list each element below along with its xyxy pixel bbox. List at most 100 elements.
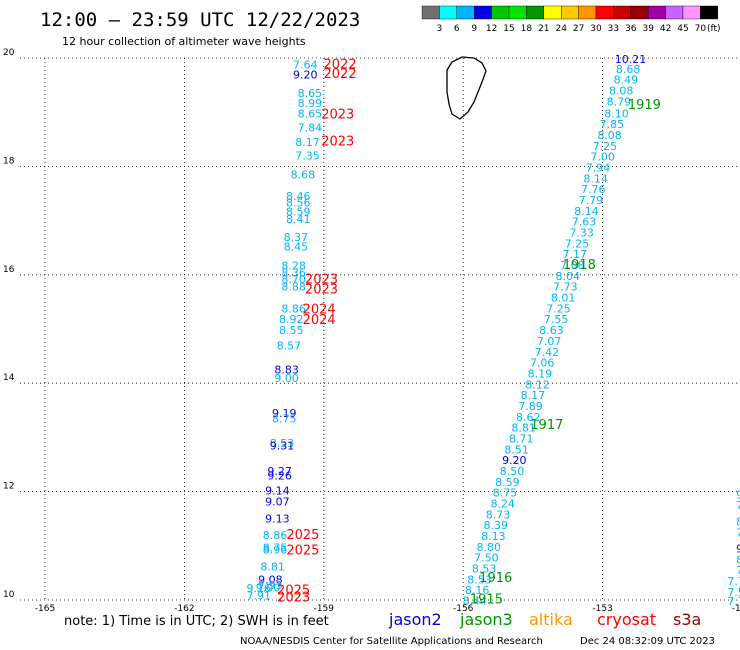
colorbar-legend: 3 6 9 12 15 18 21 24 27 30 33 36 39 42 45 70 xyxy=(421,5,719,34)
colorbar-swatch xyxy=(648,5,666,20)
wave-height-label: 8.86 xyxy=(263,529,288,542)
wave-height-label: 8.28 xyxy=(281,260,306,273)
wave-height-label: 8.19 xyxy=(528,367,553,380)
wave-height-label: 8.17 xyxy=(521,389,546,402)
satellite-legend-entry: jason2 xyxy=(388,610,442,629)
colorbar-tick-label: 45 xyxy=(677,24,688,34)
wave-height-label: 8 xyxy=(736,553,740,566)
wave-height-label: 8.13 xyxy=(481,530,506,543)
pass-time-labels: 2022202220232023202320232024202420252025… xyxy=(277,57,661,607)
hawaii-island-outline xyxy=(446,56,487,120)
wave-height-label: 9.00 xyxy=(256,582,281,595)
wave-height-label: 8.37 xyxy=(284,231,309,244)
wave-height-label: 7 xyxy=(736,564,740,577)
wave-height-label: 7.33 xyxy=(569,227,594,240)
colorbar-swatch xyxy=(526,5,545,20)
colorbar-tick-label: 6 xyxy=(454,24,460,34)
colorbar-tick-label: 12 xyxy=(486,24,497,34)
wave-height-label: 8.39 xyxy=(483,519,508,532)
wave-height-label: 7.77 xyxy=(727,575,740,588)
wave-height-label: 7.63 xyxy=(572,216,597,229)
wave-height-label: 8.65 xyxy=(298,107,323,120)
plot-grid xyxy=(20,57,740,601)
wave-height-label: 9.31 xyxy=(270,440,295,453)
wave-height-label: 7 xyxy=(736,499,740,512)
pass-time-label: 2023 xyxy=(305,282,338,297)
wave-height-label: 7.85 xyxy=(600,118,625,131)
wave-height-label: 9.08 xyxy=(258,573,283,586)
wave-height-label: 9.00 xyxy=(274,372,299,385)
wave-height-label: 7.55 xyxy=(544,313,569,326)
wave-height-label: 8.08 xyxy=(609,85,634,98)
wave-height-label: 8.50 xyxy=(500,465,525,478)
colorbar-swatch xyxy=(682,5,701,20)
colorbar-swatch xyxy=(508,5,527,20)
wave-height-label: 7 xyxy=(736,526,740,539)
pass-time-label: 1916 xyxy=(479,571,512,586)
wave-height-label: 8.14 xyxy=(574,205,599,218)
wave-height-label: 8.81 xyxy=(260,560,285,573)
wave-height-label: 9.19 xyxy=(272,407,297,420)
y-tick-label: 14 xyxy=(3,373,15,383)
colorbar-swatch xyxy=(491,5,510,20)
wave-height-label: 8.92 xyxy=(279,313,304,326)
pass-time-label: 1917 xyxy=(530,418,563,433)
wave-height-label: 9.20 xyxy=(502,454,527,467)
wave-height-label: 8.80 xyxy=(477,541,502,554)
wave-height-label: 8.41 xyxy=(286,213,311,226)
wave-height-label: 9 xyxy=(736,543,740,556)
colorbar-tick-label: 30 xyxy=(590,24,602,34)
wave-height-label: 8.99 xyxy=(298,97,323,110)
colorbar-swatch xyxy=(578,5,597,20)
wave-height-label: 8 xyxy=(736,515,740,528)
x-tick-label: -165 xyxy=(35,604,55,614)
pass-time-label: 1918 xyxy=(563,258,596,273)
chart-title: 12:00 — 23:59 UTC 12/22/2023 xyxy=(40,9,360,31)
wave-height-label: 8.71 xyxy=(509,432,534,445)
wave-height-label: 7.17 xyxy=(562,248,587,261)
colorbar-tick-label: 27 xyxy=(573,24,584,34)
wave-height-label: 7.25 xyxy=(593,140,618,153)
y-tick-label: 12 xyxy=(3,482,14,492)
colorbar-tick-label: 33 xyxy=(608,24,619,34)
wave-height-label: 7.79 xyxy=(579,194,604,207)
pass-time-label: 2023 xyxy=(321,134,354,149)
wave-height-label: 8.75 xyxy=(272,412,297,425)
wave-height-label: 8.49 xyxy=(614,74,639,87)
wave-height-label: 8.86 xyxy=(281,302,306,315)
wave-height-label: 7.76 xyxy=(581,183,606,196)
wave-height-label: 8.51 xyxy=(504,443,529,456)
wave-height-label: 8.75 xyxy=(493,487,518,500)
wave-height-label: 7.84 xyxy=(298,121,323,134)
credit-text: NOAA/NESDIS Center for Satellite Applica… xyxy=(240,636,543,647)
wave-height-label: 9.13 xyxy=(265,513,290,526)
wave-height-label: 8.04 xyxy=(556,270,581,283)
wave-height-label: 8.55 xyxy=(279,324,304,337)
colorbar-tick-label: 39 xyxy=(642,24,654,34)
wave-height-label: 7.55 xyxy=(727,586,740,599)
wave-height-label: 10.21 xyxy=(615,53,647,66)
colorbar-tick-label: 9 xyxy=(471,24,477,34)
wave-height-label: 8.16 xyxy=(465,584,490,597)
colorbar-tick-label: 70 xyxy=(695,24,707,34)
pass-time-label: 2023 xyxy=(305,273,338,288)
wave-height-label: 9.16 xyxy=(246,582,271,595)
wave-height-label: 8.70 xyxy=(281,273,306,286)
wave-height-label: 8.59 xyxy=(495,476,520,489)
generated-timestamp: Dec 24 08:32:09 UTC 2023 xyxy=(580,636,715,647)
colorbar-swatch xyxy=(595,5,614,20)
pass-time-label: 2024 xyxy=(303,313,336,328)
pass-time-label: 2025 xyxy=(286,528,319,543)
pass-time-label: 2023 xyxy=(321,107,354,122)
axis-tick-labels: -165 -162 -159 -156 -153 -150 10 12 14 16 18 20 xyxy=(3,48,740,614)
wave-height-label: 7.06 xyxy=(530,357,555,370)
colorbar-tick-label: 36 xyxy=(625,24,637,34)
wave-height-label: 8.01 xyxy=(551,292,576,305)
wave-height-label: 7.93 xyxy=(258,579,283,592)
wave-height-label: 7.94 xyxy=(586,161,611,174)
y-tick-label: 20 xyxy=(3,48,15,58)
wave-height-label: 9.27 xyxy=(267,465,292,478)
satellite-legend-entry: s3a xyxy=(673,610,701,629)
wave-height-points: 7.649.208.658.998.657.848.177.358.688.46… xyxy=(246,53,740,608)
wave-height-label: 8.36 xyxy=(281,267,306,280)
